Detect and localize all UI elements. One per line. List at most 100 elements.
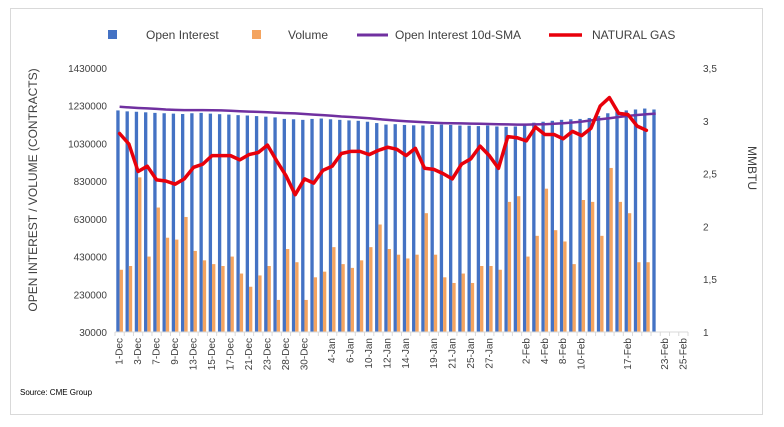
y-right-tick-label: 1,5: [703, 275, 717, 286]
volume-bar: [138, 177, 142, 332]
x-tick-label: 7-Dec: [152, 338, 163, 365]
volume-bar: [553, 230, 558, 332]
open-interest-bar: [208, 113, 213, 333]
open-interest-bar: [282, 118, 286, 333]
y-axis-left-title: OPEN INTEREST / VOLUME (CONTRACTS): [26, 68, 40, 311]
y-left-tick-label: 1430000: [68, 64, 107, 75]
sma-line: [119, 105, 656, 126]
x-tick-label: 10-Jan: [364, 338, 375, 369]
volume-bar: [609, 167, 613, 332]
open-interest-bar: [199, 112, 203, 332]
volume-bar: [396, 254, 401, 332]
x-tick-label: 28-Dec: [281, 338, 292, 370]
volume-bar: [517, 196, 521, 332]
x-tick-label: 27-Jan: [484, 338, 495, 369]
x-tick-label: 25-Feb: [678, 338, 689, 370]
x-tick-label: 21-Jan: [447, 338, 458, 369]
legend-swatch-open-interest: [108, 30, 117, 39]
open-interest-bar: [430, 124, 434, 332]
open-interest-bar: [347, 120, 351, 333]
open-interest-bar: [254, 116, 259, 332]
volume-bar: [433, 254, 438, 332]
volume-bar: [406, 258, 410, 332]
plot-area: 1430000123000010300008300006300004300002…: [68, 64, 717, 370]
volume-bar: [165, 237, 170, 332]
open-interest-bar: [328, 119, 333, 332]
x-tick-label: 3-Dec: [133, 338, 144, 365]
volume-bar: [341, 264, 345, 332]
legend-label-open-interest: Open Interest: [146, 28, 219, 42]
chart-frame: [10, 8, 763, 415]
volume-bar: [313, 277, 318, 332]
y-right-tick-label: 1: [703, 328, 709, 339]
x-tick-label: 2-Feb: [521, 338, 532, 365]
volume-bar: [498, 269, 502, 332]
open-interest-bar: [356, 120, 360, 332]
open-interest-bar: [310, 118, 314, 333]
legend-label-natural-gas: NATURAL GAS: [592, 28, 675, 42]
volume-bar: [480, 266, 484, 332]
open-interest-bar: [190, 113, 194, 332]
volume-bar: [507, 201, 512, 332]
open-interest-bar: [375, 123, 379, 332]
volume-bar: [618, 201, 623, 332]
x-tick-label: 10-Feb: [577, 338, 588, 370]
volume-bar: [563, 241, 567, 332]
volume-bar: [230, 256, 234, 332]
volume-bar: [276, 299, 281, 332]
volume-bar: [535, 235, 539, 332]
open-interest-bar: [319, 118, 323, 332]
y-right-tick-label: 2: [703, 222, 709, 233]
x-tick-label: 6-Jan: [346, 338, 357, 363]
volume-bar: [378, 224, 382, 332]
open-interest-bar: [606, 113, 610, 332]
source-note: Source: CME Group: [20, 388, 93, 397]
legend-label-volume: Volume: [288, 28, 328, 42]
volume-bar: [212, 264, 216, 332]
open-interest-bar: [643, 108, 647, 333]
volume-bar: [184, 216, 188, 332]
open-interest-bar: [532, 122, 536, 332]
volume-bar: [581, 200, 586, 332]
open-interest-bar: [587, 117, 591, 332]
open-interest-bar: [144, 112, 148, 332]
open-interest-bar: [495, 126, 499, 332]
open-interest-bar: [578, 118, 582, 333]
legend-swatch-volume: [252, 30, 261, 39]
open-interest-bar: [180, 114, 185, 332]
open-interest-bar: [421, 125, 425, 332]
open-interest-bar: [559, 119, 564, 332]
x-tick-label: 19-Jan: [429, 338, 440, 369]
y-left-tick-label: 430000: [74, 253, 108, 264]
open-interest-bar: [134, 111, 139, 333]
open-interest-bar: [384, 124, 388, 332]
y-left-tick-label: 230000: [74, 290, 108, 301]
volume-bar: [461, 273, 465, 332]
open-interest-bar: [291, 119, 296, 332]
x-tick-label: 8-Feb: [558, 338, 569, 365]
open-interest-bar: [402, 124, 407, 332]
volume-bar: [526, 256, 530, 332]
volume-bar: [322, 271, 327, 332]
volume-bar: [470, 282, 475, 332]
volume-bar: [156, 207, 160, 332]
open-interest-bar: [550, 120, 554, 332]
volume-bar: [202, 260, 207, 332]
open-interest-bar: [504, 126, 508, 332]
volume-bar: [239, 273, 244, 332]
open-interest-bar: [596, 116, 601, 332]
open-interest-bar: [569, 119, 573, 332]
volume-bar: [489, 266, 493, 332]
open-interest-bar: [652, 109, 656, 332]
volume-bar: [590, 201, 595, 332]
volume-bar: [369, 247, 373, 332]
x-tick-label: 13-Dec: [189, 338, 200, 370]
volume-bar: [193, 250, 197, 332]
volume-bar: [387, 249, 391, 332]
volume-bar: [128, 266, 133, 332]
open-interest-bar: [338, 119, 342, 332]
x-tick-label: 4-Feb: [540, 338, 551, 365]
open-interest-bar: [522, 123, 527, 332]
volume-bar: [350, 267, 354, 332]
